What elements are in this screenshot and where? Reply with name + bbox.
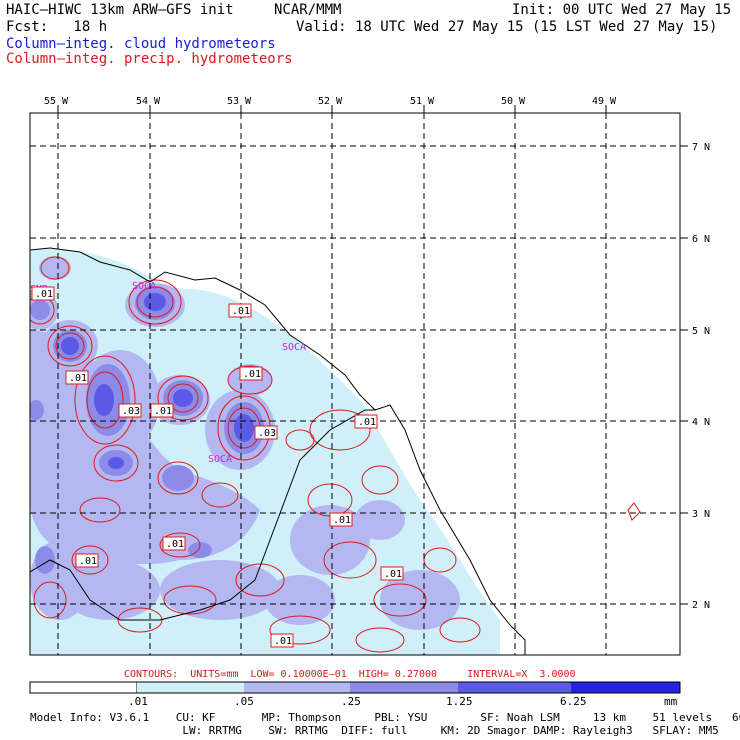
svg-text:.01: .01 <box>35 289 53 300</box>
lon-label: 55 W <box>44 96 69 107</box>
model-title: HAIC–HIWC 13km ARW–GFS init <box>6 2 234 18</box>
svg-text:.01: .01 <box>166 539 184 550</box>
colorbar-segment <box>571 682 680 693</box>
contours-info: CONTOURS: UNITS=mm LOW= 0.10000E–01 HIGH… <box>124 669 576 680</box>
colorbar-segment <box>458 682 571 693</box>
axis-ticks <box>57 105 688 605</box>
contour-label: .01 <box>75 553 99 568</box>
colorbar-tick-label: .01 <box>128 695 148 708</box>
contour-label: .03 <box>118 403 142 418</box>
colorbar <box>29 681 681 694</box>
svg-text:.01: .01 <box>154 406 172 417</box>
colorbar-units: mm <box>664 695 678 708</box>
valid-time: Valid: 18 UTC Wed 27 May 15 (15 LST Wed … <box>296 19 718 35</box>
lat-label: 7 N <box>692 142 710 153</box>
station-label: SOCA <box>282 342 306 353</box>
lon-label: 54 W <box>136 96 161 107</box>
colorbar-ticks: .01 .05 .25 1.25 6.25 mm <box>128 695 678 708</box>
colorbar-tick-label: 1.25 <box>446 695 473 708</box>
contour-label: .01 <box>270 633 294 648</box>
station-label: SOCA <box>208 454 232 465</box>
colorbar-segment <box>137 682 244 693</box>
contour-label: .01 <box>329 512 353 527</box>
lon-label: 52 W <box>318 96 343 107</box>
map-frame <box>29 112 681 656</box>
contour-label: .01 <box>354 414 378 429</box>
station-label: SOCA <box>132 281 156 292</box>
svg-text:.01: .01 <box>384 569 402 580</box>
contour-label: .01 <box>162 536 186 551</box>
contour-labels: .01 .01 .01 .03 .01 .03 .01 .01 .01 .01 … <box>31 286 404 648</box>
colorbar-segment <box>29 681 138 694</box>
lon-label: 53 W <box>227 96 252 107</box>
lat-label: 3 N <box>692 509 710 520</box>
colorbar-tick-label: 6.25 <box>560 695 587 708</box>
lat-lon-grid <box>30 113 680 655</box>
lat-label: 5 N <box>692 326 710 337</box>
model-info-line1: Model Info: V3.6.1 CU: KF MP: Thompson P… <box>30 711 740 724</box>
lat-labels: 7 N 6 N 5 N 4 N 3 N 2 N <box>692 142 710 611</box>
svg-text:.01: .01 <box>79 556 97 567</box>
forecast-hour: Fcst: 18 h <box>6 19 108 35</box>
svg-text:.01: .01 <box>69 373 87 384</box>
contour-label: .03 <box>254 425 278 440</box>
contour-label: .01 <box>150 403 174 418</box>
svg-text:.01: .01 <box>232 306 250 317</box>
coastline <box>30 247 526 655</box>
colorbar-segment <box>350 682 458 693</box>
contour-label: .01 <box>31 286 55 301</box>
svg-text:.01: .01 <box>358 417 376 428</box>
lon-label: 50 W <box>501 96 526 107</box>
colorbar-tick-label: .25 <box>341 695 361 708</box>
lon-label: 49 W <box>592 96 617 107</box>
model-info-line2: LW: RRTMG SW: RRTMG DIFF: full KM: 2D Sm… <box>30 724 719 737</box>
init-time: Init: 00 UTC Wed 27 May 15 <box>512 2 732 18</box>
contour-label: .01 <box>380 566 404 581</box>
colorbar-tick-label: .05 <box>234 695 254 708</box>
agency-label: NCAR/MMM <box>274 2 342 18</box>
svg-text:.03: .03 <box>258 428 276 439</box>
contour-label: .01 <box>228 303 252 318</box>
cloud-shading <box>30 249 500 655</box>
contour-label: .01 <box>239 366 263 381</box>
contour-label: .01 <box>65 370 89 385</box>
svg-text:.01: .01 <box>333 515 351 526</box>
precip-contours <box>30 256 641 653</box>
lon-labels: 55 W 54 W 53 W 52 W 51 W 50 W 49 W <box>44 96 617 107</box>
colorbar-segment <box>244 682 350 693</box>
lat-label: 4 N <box>692 417 710 428</box>
lat-label: 6 N <box>692 234 710 245</box>
field-precip-label: Column–integ. precip. hydrometeors <box>6 51 293 67</box>
field-cloud-label: Column–integ. cloud hydrometeors <box>6 36 276 52</box>
svg-text:.01: .01 <box>274 636 292 647</box>
svg-text:.03: .03 <box>122 406 140 417</box>
svg-text:.01: .01 <box>243 369 261 380</box>
lon-label: 51 W <box>410 96 435 107</box>
lat-label: 2 N <box>692 600 710 611</box>
